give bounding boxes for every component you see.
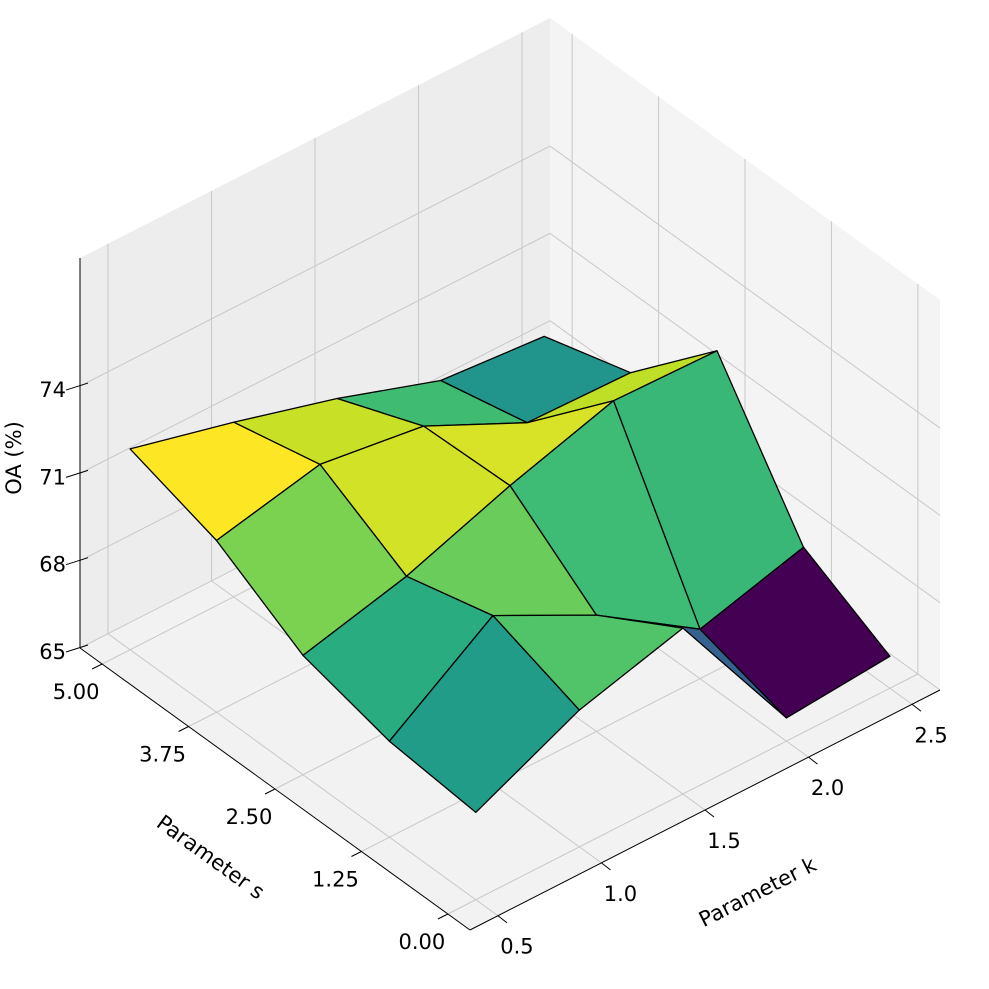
z-tick-label: 71 xyxy=(39,465,66,489)
x-tick-label: 2.5 xyxy=(914,723,947,747)
y-tick-label: 5.00 xyxy=(53,680,100,704)
grid-line xyxy=(549,145,941,429)
y-tick-label: 2.50 xyxy=(226,805,273,829)
tick-mark xyxy=(178,726,189,732)
surface-patch xyxy=(388,614,580,814)
x-tick-label: 0.5 xyxy=(500,935,533,959)
grid-line xyxy=(79,145,551,387)
tick-mark xyxy=(911,703,922,712)
tick-mark xyxy=(808,756,818,765)
tick-mark xyxy=(437,913,449,920)
x-axis-line xyxy=(469,689,941,931)
tick-mark xyxy=(264,788,276,795)
grid-line xyxy=(549,232,941,516)
tick-mark xyxy=(65,382,89,391)
grid-line xyxy=(447,673,919,915)
tick-mark xyxy=(497,915,508,924)
tick-mark xyxy=(65,557,89,566)
grid-line xyxy=(79,232,551,474)
y-tick-label: 1.25 xyxy=(312,868,359,892)
z-tick-label: 68 xyxy=(39,553,66,577)
z-axis-label: OA (%) xyxy=(2,421,26,495)
x-tick-label: 2.0 xyxy=(811,776,844,800)
tick-mark xyxy=(65,644,89,653)
z-tick-label: 74 xyxy=(39,378,66,402)
tick-mark xyxy=(704,809,715,818)
tick-mark xyxy=(351,851,362,857)
y-axis-line xyxy=(79,647,471,931)
y-tick-label: 0.00 xyxy=(398,930,445,954)
z-tick-label: 65 xyxy=(39,640,66,664)
tick-mark xyxy=(65,469,89,478)
x-tick-label: 1.0 xyxy=(604,882,637,906)
tick-mark xyxy=(91,663,103,670)
y-tick-label: 3.75 xyxy=(139,743,186,767)
x-tick-label: 1.5 xyxy=(707,829,740,853)
tick-mark xyxy=(601,862,611,871)
